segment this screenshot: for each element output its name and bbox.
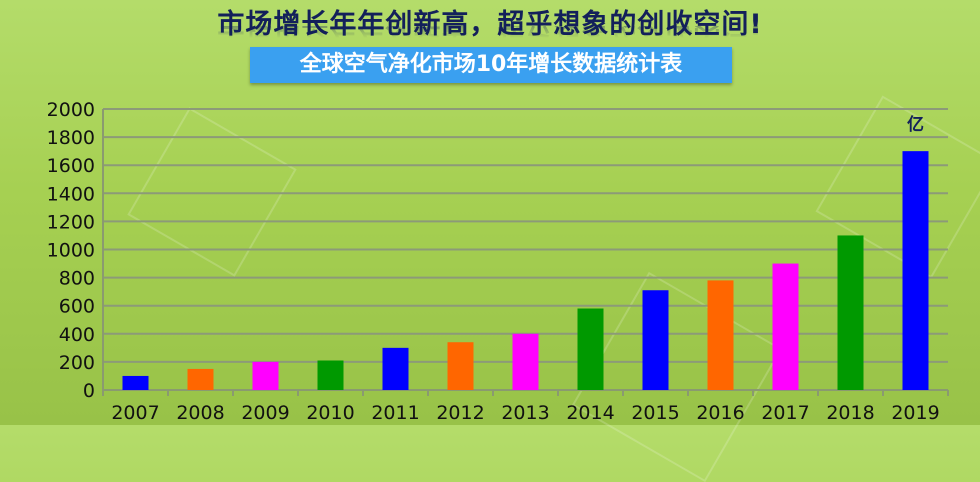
x-tick-label: 2016: [696, 402, 744, 424]
y-tick-label: 800: [59, 268, 95, 290]
y-tick-label: 200: [59, 352, 95, 374]
bar-2008: [187, 368, 214, 390]
y-tick-label: 1000: [47, 240, 95, 262]
x-tick-label: 2008: [176, 402, 224, 424]
bar-2017: [772, 263, 799, 390]
bar-2010: [317, 360, 344, 390]
x-tick-label: 2015: [631, 402, 679, 424]
x-tick-label: 2011: [371, 402, 419, 424]
x-tick-label: 2014: [566, 402, 614, 424]
y-tick-label: 1400: [47, 183, 95, 205]
y-tick-label: 2000: [47, 99, 95, 121]
y-tick-label: 400: [59, 324, 95, 346]
bar-2009: [252, 361, 279, 390]
unit-label: 亿: [907, 114, 924, 135]
y-tick-label: 1600: [47, 155, 95, 177]
bar-2013: [512, 333, 539, 390]
y-tick-label: 1200: [47, 211, 95, 233]
y-tick-label: 600: [59, 296, 95, 318]
y-tick-label: 1800: [47, 127, 95, 149]
x-tick-label: 2010: [306, 402, 354, 424]
bar-2016: [707, 280, 734, 390]
x-tick-label: 2017: [761, 402, 809, 424]
x-tick-label: 2007: [111, 402, 159, 424]
bar-2018: [837, 235, 864, 390]
x-tick-label: 2012: [436, 402, 484, 424]
bar-2019: [902, 151, 929, 390]
bar-2012: [447, 342, 474, 390]
chart-subtitle: 全球空气净化市场10年增长数据统计表: [250, 47, 732, 83]
x-tick-label: 2018: [826, 402, 874, 424]
bar-2015: [642, 290, 669, 390]
x-tick-label: 2019: [891, 402, 939, 424]
y-tick-label: 0: [83, 380, 95, 402]
bar-chart: 0 200 400 600 800 1000 1200 1400 1600 1800 2000 200…: [47, 99, 949, 424]
bar-2007: [122, 375, 149, 390]
bar-2014: [577, 308, 604, 390]
x-tick-label: 2013: [501, 402, 549, 424]
x-tick-label: 2009: [241, 402, 289, 424]
page-title: 市场增长年年创新高，超乎想象的创收空间!: [217, 9, 763, 40]
bar-2011: [382, 347, 409, 390]
